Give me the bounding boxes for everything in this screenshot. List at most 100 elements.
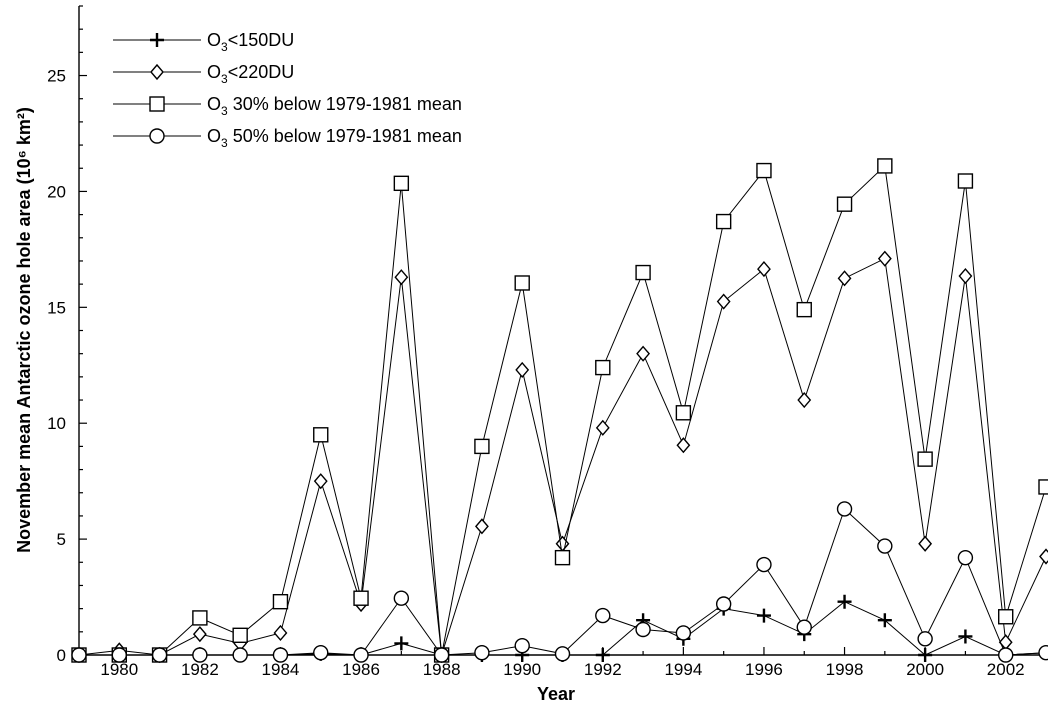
- circle-marker: [151, 647, 168, 663]
- x-tick-label: 1994: [664, 660, 702, 679]
- y-tick-label: 20: [47, 182, 66, 201]
- square-marker: [877, 158, 893, 174]
- diamond-marker: [273, 624, 288, 642]
- square-marker: [232, 627, 248, 643]
- square-marker: [393, 175, 410, 192]
- diamond-marker: [313, 473, 328, 490]
- circle-marker: [635, 621, 651, 638]
- diamond-marker: [1039, 548, 1048, 565]
- legend: O3<150DU O3<220DU O3 30% below 1979-1981 m…: [113, 30, 462, 150]
- square-marker: [675, 405, 692, 421]
- x-tick-label: 1992: [584, 660, 622, 679]
- circle-marker: [111, 647, 127, 663]
- circle-marker: [474, 644, 490, 661]
- diamond-marker: [636, 345, 651, 362]
- series-line: [78, 257, 1047, 656]
- diamond-marker: [958, 267, 973, 285]
- square-marker: [756, 162, 772, 179]
- plus-marker: [756, 608, 771, 623]
- circle-marker: [917, 631, 933, 647]
- circle-marker: [998, 647, 1014, 663]
- series-diamond: [72, 250, 1048, 664]
- x-tick-label: 1988: [423, 660, 461, 679]
- legend-item: O3<220DU: [113, 62, 294, 86]
- square-marker: [836, 196, 853, 212]
- y-tick-label: 15: [47, 298, 66, 317]
- legend-label: O3 30% below 1979-1981 mean: [207, 94, 462, 118]
- circle-marker: [1038, 644, 1048, 661]
- square-marker: [1038, 479, 1048, 495]
- diamond-marker: [998, 634, 1013, 651]
- square-marker: [998, 609, 1014, 625]
- plus-marker: [394, 636, 409, 651]
- legend-label: O3<220DU: [207, 62, 294, 86]
- y-tick-label: 5: [57, 530, 66, 549]
- x-tick-label: 2002: [987, 660, 1025, 679]
- circle-marker: [433, 647, 450, 663]
- x-tick-label: 1990: [503, 660, 541, 679]
- plot-area: [71, 158, 1048, 664]
- diamond-marker: [676, 437, 691, 454]
- square-marker: [192, 610, 208, 626]
- circle-marker: [957, 549, 974, 566]
- diamond-marker: [877, 250, 892, 267]
- square-marker: [917, 451, 933, 467]
- legend-item: O3<150DU: [113, 30, 294, 54]
- square-marker: [957, 173, 974, 189]
- plus-marker: [877, 613, 892, 628]
- legend-item: O3 30% below 1979-1981 mean: [113, 94, 462, 118]
- x-tick-label: 1996: [745, 660, 783, 679]
- y-tick-label: 10: [47, 414, 66, 433]
- diamond-marker: [837, 270, 852, 287]
- x-tick-label: 1998: [826, 660, 864, 679]
- legend-label: O3 50% below 1979-1981 mean: [207, 126, 462, 150]
- circle-marker: [192, 647, 208, 663]
- square-marker: [313, 427, 329, 443]
- diamond-marker: [192, 626, 207, 643]
- plus-marker: [958, 629, 973, 644]
- diamond-marker: [515, 361, 530, 378]
- series-line: [79, 164, 1047, 656]
- square-marker: [595, 359, 611, 376]
- circle-marker: [796, 619, 812, 635]
- y-axis-title: November mean Antarctic ozone hole area …: [14, 107, 34, 553]
- diamond-marker: [918, 535, 933, 552]
- circle-marker: [149, 128, 165, 144]
- x-ticks: 1980 1982 1984 1986 1988 1990 1992 1994 1996 1998…: [78, 647, 1047, 679]
- circle-marker: [232, 647, 248, 663]
- x-tick-label: 1984: [262, 660, 300, 679]
- plus-marker: [837, 594, 852, 609]
- circle-marker: [353, 647, 369, 663]
- legend-item: O3 50% below 1979-1981 mean: [113, 126, 462, 150]
- circle-marker: [595, 607, 611, 624]
- y-tick-label: 25: [47, 67, 66, 86]
- diamond-marker: [595, 419, 610, 436]
- square-marker: [796, 301, 812, 318]
- circle-marker: [554, 646, 571, 662]
- circle-marker: [715, 596, 732, 612]
- x-axis-title: Year: [537, 684, 575, 704]
- square-marker: [514, 275, 530, 291]
- x-tick-label: 1986: [342, 660, 380, 679]
- legend-label: O3<150DU: [207, 30, 294, 54]
- circle-marker: [71, 647, 87, 663]
- diamond-marker: [797, 391, 812, 409]
- circle-marker: [514, 638, 530, 654]
- series-circle: [71, 501, 1048, 663]
- circle-marker: [836, 501, 853, 517]
- circle-marker: [313, 644, 329, 661]
- x-tick-label: 1980: [100, 660, 138, 679]
- square-marker: [272, 593, 289, 610]
- series-line: [79, 508, 1047, 656]
- plus-marker: [595, 648, 610, 662]
- y-tick-label: 0: [57, 646, 66, 665]
- circle-marker: [675, 625, 692, 641]
- square-marker: [715, 213, 732, 230]
- diamond-marker: [394, 269, 409, 286]
- series-square: [71, 158, 1048, 663]
- square-marker: [353, 590, 369, 606]
- circle-marker: [393, 590, 410, 606]
- diamond-marker: [716, 293, 731, 310]
- diamond-marker: [150, 63, 164, 81]
